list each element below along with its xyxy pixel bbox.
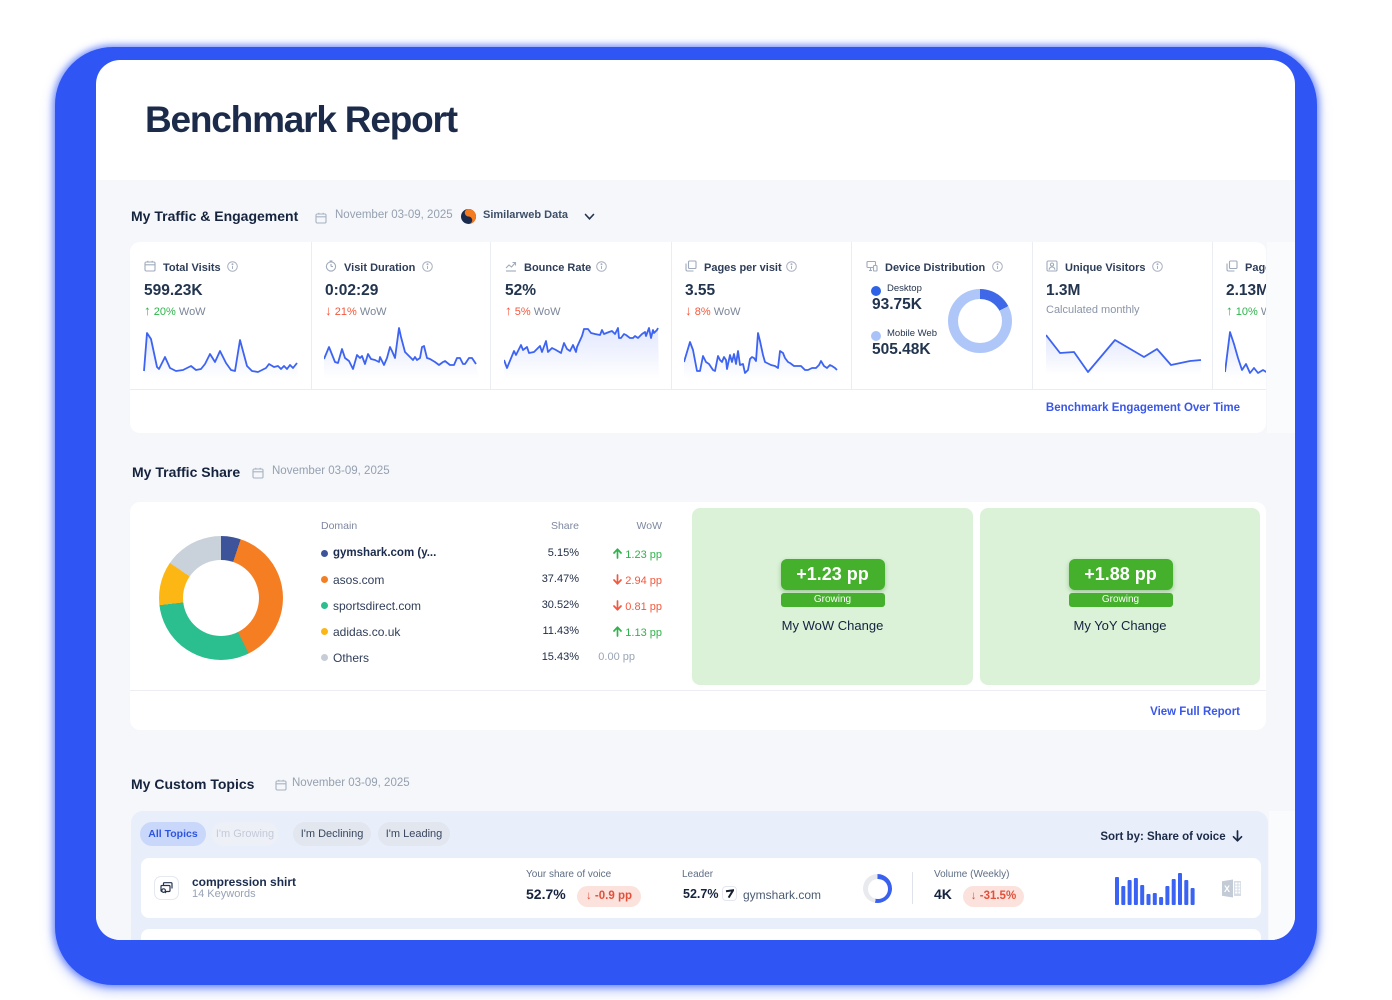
svg-text:X: X (1224, 884, 1230, 894)
